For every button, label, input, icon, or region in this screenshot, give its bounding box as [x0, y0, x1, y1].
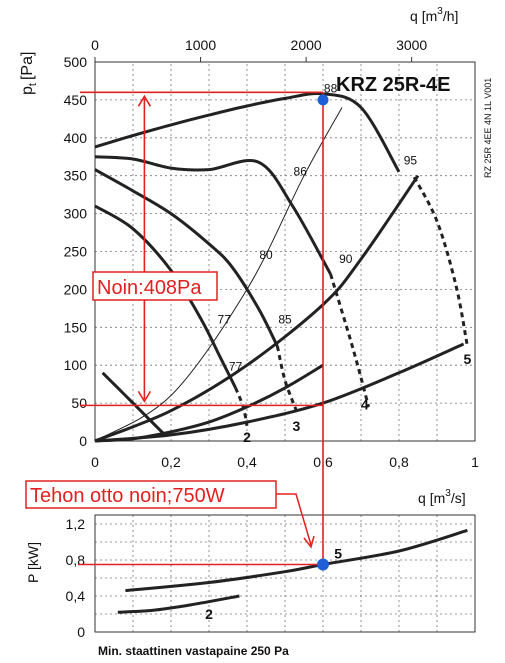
lower-curves — [117, 528, 468, 614]
bottom-x-unit-sup: 3 — [445, 488, 451, 499]
svg-text:P [kW]: P [kW] — [25, 542, 41, 583]
upper-series-curve-2 — [234, 387, 249, 427]
power-callout-box — [25, 480, 277, 509]
power-callout-arrowhead — [303, 535, 315, 549]
upper-series-curve-system-4 — [94, 342, 465, 443]
labels: 88 86 95 90 80 85 77 77 5 4 3 2 5 2 — [205, 81, 471, 622]
upper-series-curve-system-medium — [94, 174, 420, 443]
bottom-x-tick-label: 0,8 — [389, 454, 409, 470]
upper-y-tick-label: 400 — [64, 130, 88, 146]
lower-curve-label: 2 — [205, 606, 213, 622]
efficiency-label: 80 — [259, 248, 273, 262]
lower-y-axis-label: P [kW] — [25, 542, 41, 583]
bottom-x-tick-label: 0,4 — [237, 454, 257, 470]
upper-curve-label: 2 — [243, 429, 251, 445]
bottom-x-tick-label: 0 — [91, 454, 99, 470]
lower-y-tick-label: 0 — [77, 624, 85, 640]
upper-series-curve-3 — [275, 345, 298, 412]
efficiency-label: 86 — [294, 165, 308, 179]
bottom-x-tick-label: 0,2 — [161, 454, 181, 470]
upper-y-tick-label: 50 — [71, 395, 87, 411]
pressure-arrow-down — [137, 390, 152, 403]
upper-curve-label: 3 — [293, 418, 301, 434]
upper-y-axis-label: pt [Pa] — [19, 52, 39, 95]
upper-y-label: p — [19, 86, 36, 95]
lower-y-tick-label: 1,2 — [66, 516, 86, 532]
upper-series-curve-5 — [412, 176, 469, 347]
upper-plot-frame — [94, 61, 476, 442]
lower-plot-frame — [94, 514, 476, 633]
upper-series-curve-4 — [94, 155, 332, 275]
top-x-tick-label: 2000 — [291, 37, 322, 53]
pressure-arrow-up — [137, 94, 152, 107]
efficiency-label: 77 — [218, 313, 232, 327]
model-code: RZ 25R 4EE 4N 1L V001 — [483, 78, 493, 178]
upper-curves — [94, 91, 469, 443]
lower-series-curve-5 — [125, 528, 468, 593]
lower-series-curve-2 — [117, 594, 240, 614]
lower-y-label: P — [25, 574, 41, 583]
upper-y-tick-label: 200 — [64, 281, 88, 297]
top-x-axis-label: q [m3/h] — [410, 6, 458, 24]
upper-y-unit: [Pa] — [19, 52, 36, 80]
lower-y-unit: [kW] — [25, 542, 41, 570]
top-x-unit-end: /h] — [443, 8, 459, 24]
upper-series-curve-system-steep — [94, 107, 343, 442]
lower-grid: 0 0,4 0,8 1,2 — [66, 514, 476, 640]
upper-series-curve-system-low — [94, 363, 324, 443]
power-callout-text: Tehon otto noin;750W — [30, 485, 225, 507]
annotations: Noin:408Pa Tehon otto noin;750W — [25, 91, 329, 571]
top-x-tick-label: 1000 — [185, 37, 216, 53]
bottom-x-unit: [m — [430, 490, 446, 506]
pressure-callout-box — [92, 271, 218, 301]
efficiency-label: 88 — [324, 81, 338, 95]
upper-curve-label: 5 — [464, 351, 472, 367]
top-x-tick-label: 0 — [91, 37, 99, 53]
bottom-x-unit-end: /s] — [451, 490, 466, 506]
bottom-x-axis-label: q [m3/s] — [418, 488, 466, 506]
bottom-x-tick-label: 1 — [471, 454, 479, 470]
upper-y-tick-label: 0 — [79, 433, 87, 449]
pressure-callout-text: Noin:408Pa — [97, 277, 202, 299]
footer-note: Min. staattinen vastapaine 250 Pa — [98, 644, 289, 658]
lower-curve-label: 5 — [334, 546, 342, 562]
top-x-label: q — [410, 8, 418, 24]
upper-y-tick-label: 300 — [64, 206, 88, 222]
upper-y-tick-label: 250 — [64, 244, 88, 260]
lower-y-tick-label: 0,8 — [66, 552, 86, 568]
bottom-x-label: q — [418, 490, 426, 506]
efficiency-label: 90 — [339, 252, 353, 266]
upper-series-curve-3 — [94, 168, 279, 347]
svg-text:pt[Pa]: pt [Pa] — [19, 52, 39, 95]
efficiency-label: 95 — [404, 153, 418, 167]
power-callout-arrow — [276, 493, 312, 546]
upper-curve-label: 4 — [361, 397, 369, 413]
lower-operating-point — [317, 558, 329, 571]
lower-y-tick-label: 0,4 — [66, 588, 86, 604]
upper-y-tick-label: 500 — [64, 54, 88, 70]
upper-y-label-sub: t — [27, 83, 39, 86]
upper-y-tick-label: 100 — [64, 357, 88, 373]
upper-operating-point — [317, 94, 329, 106]
efficiency-label: 77 — [229, 360, 243, 374]
upper-y-tick-label: 350 — [64, 168, 88, 184]
top-x-tick-label: 3000 — [396, 37, 427, 53]
top-x-unit-sup: 3 — [437, 6, 443, 17]
upper-series-curve-1 — [101, 371, 165, 435]
upper-y-tick-label: 150 — [64, 319, 88, 335]
efficiency-label: 85 — [278, 313, 292, 327]
chart-title: KRZ 25R-4E — [336, 74, 450, 96]
top-x-unit: [m — [422, 8, 438, 24]
upper-y-tick-label: 450 — [64, 92, 88, 108]
